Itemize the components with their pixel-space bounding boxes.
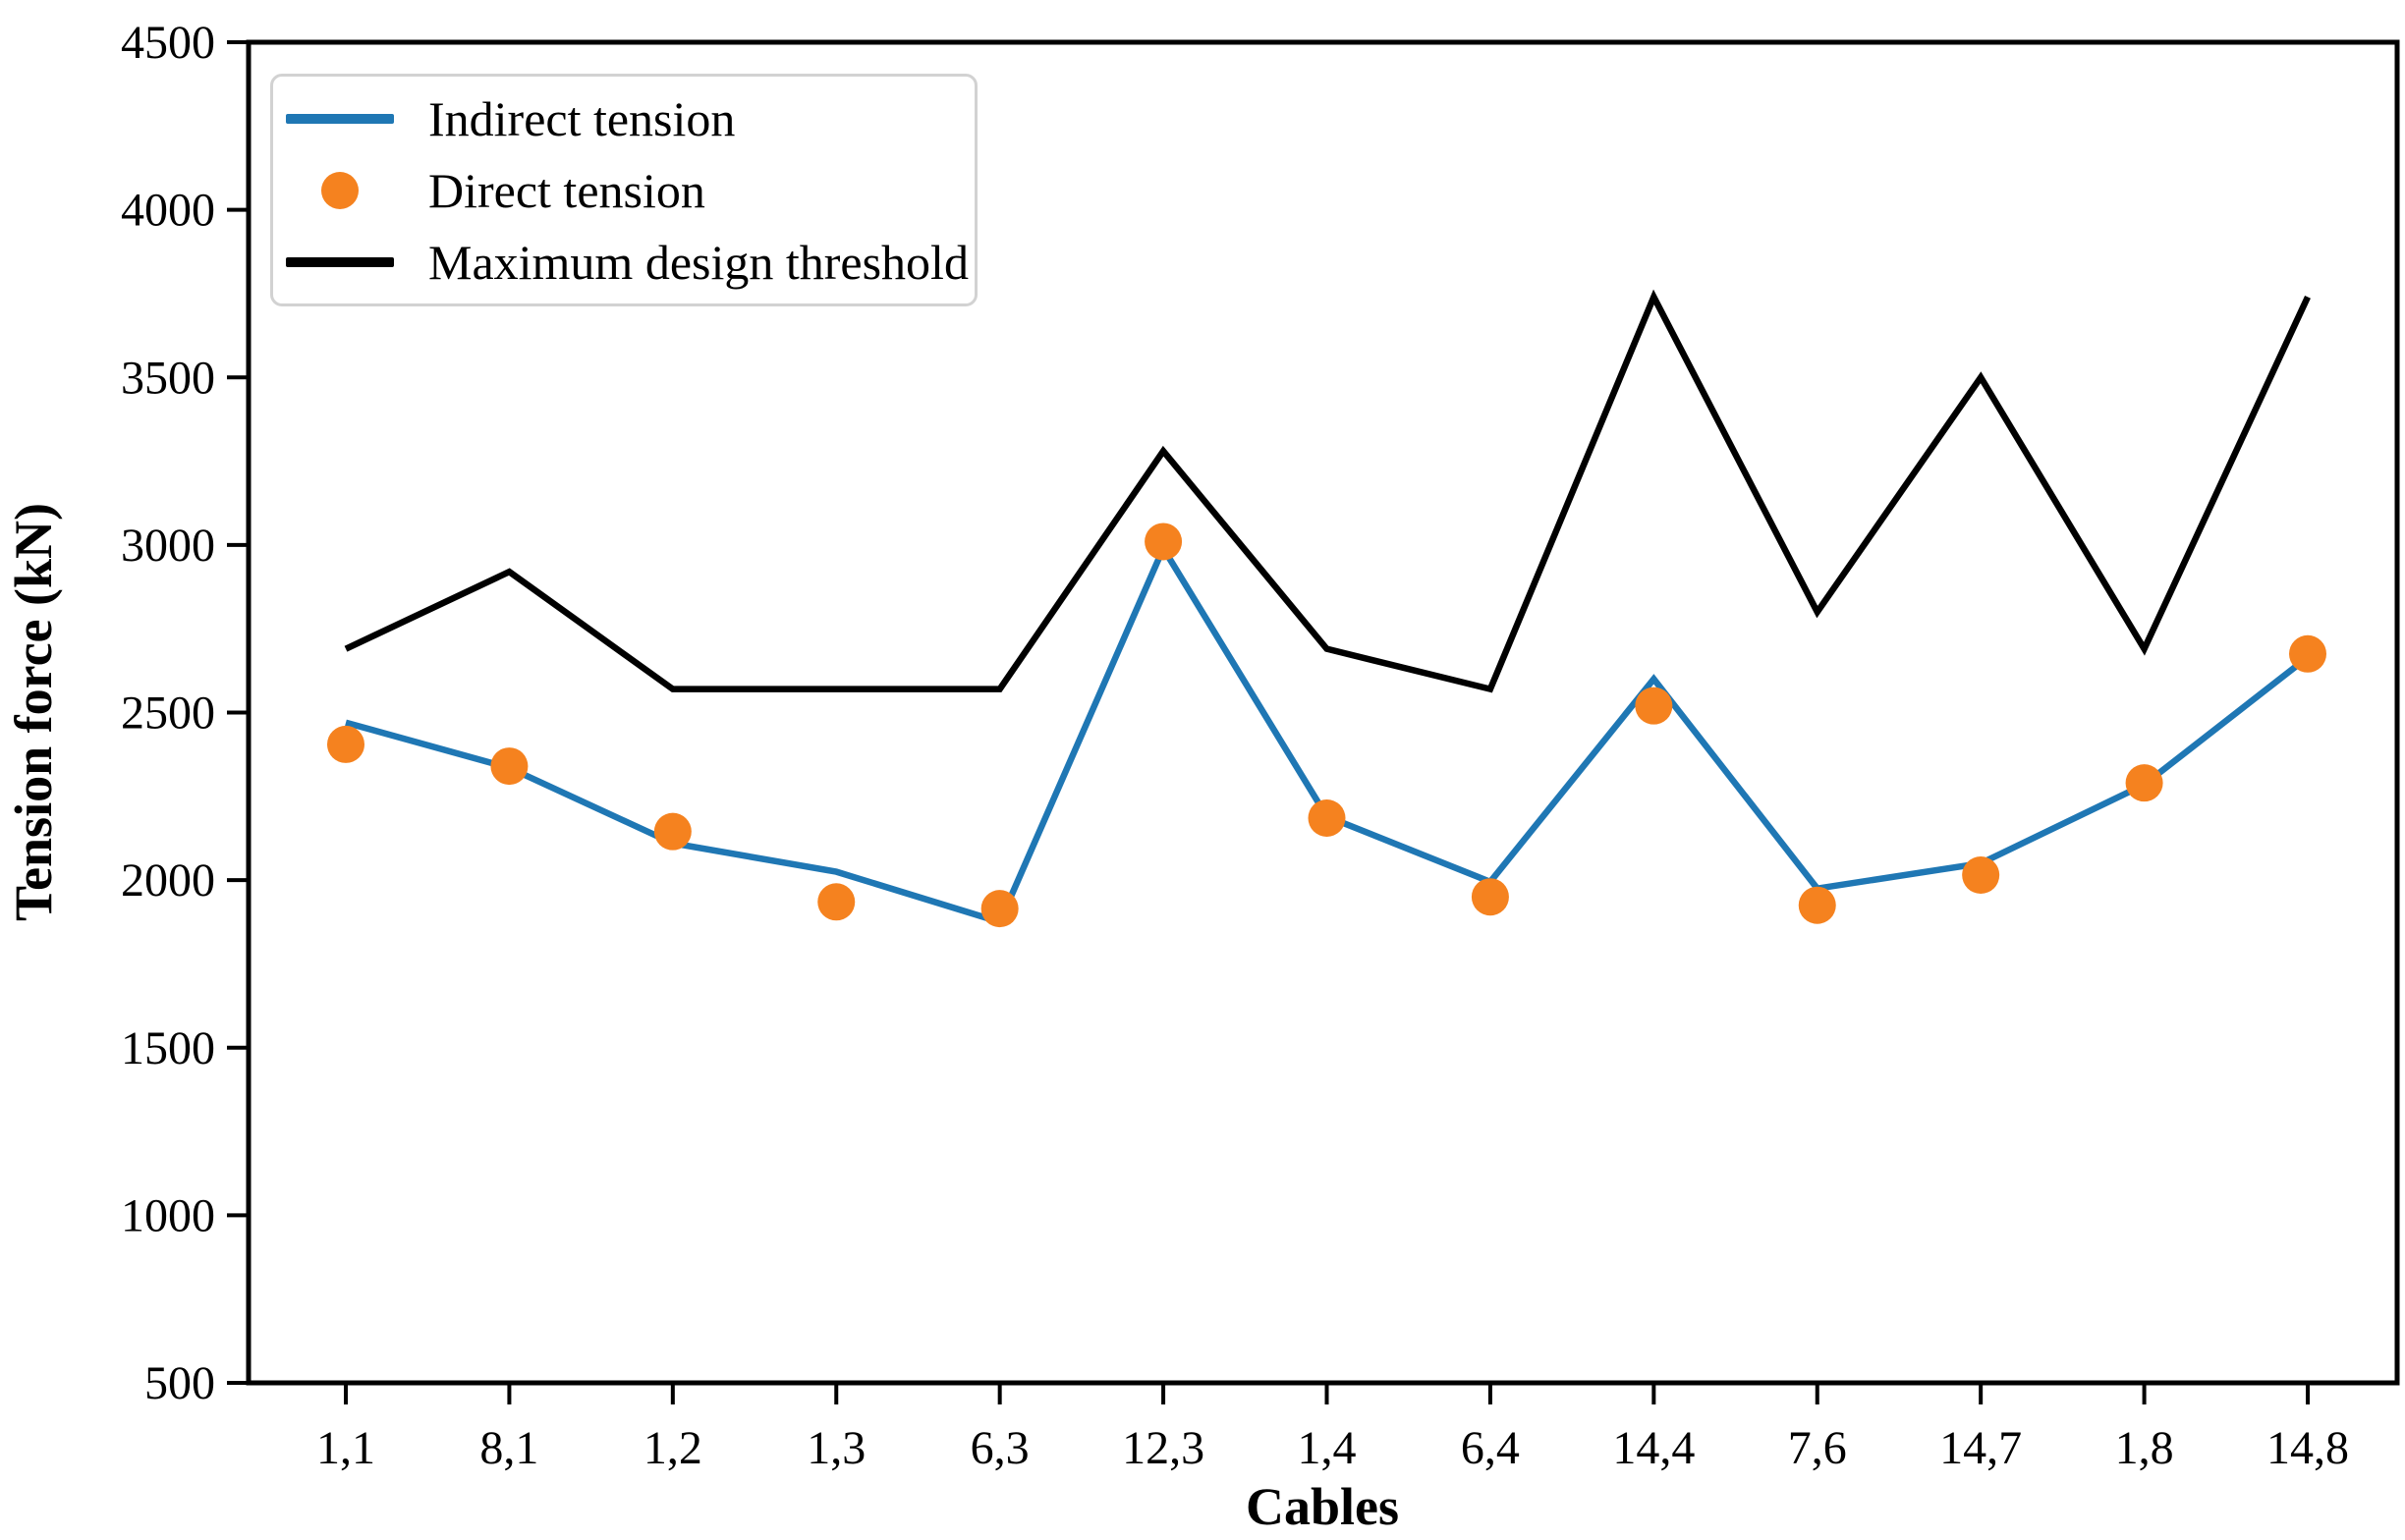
data-point bbox=[2289, 634, 2326, 673]
x-tick-label: 8,1 bbox=[479, 1422, 538, 1474]
x-tick-label: 7,6 bbox=[1788, 1422, 1847, 1474]
y-tick-label: 4000 bbox=[121, 185, 215, 237]
data-point bbox=[1635, 687, 1673, 725]
legend-item-indirect-tension: Indirect tension bbox=[286, 82, 965, 154]
legend-line-swatch-threshold bbox=[286, 256, 394, 267]
x-tick-label: 1,1 bbox=[316, 1422, 375, 1474]
data-point bbox=[817, 883, 856, 921]
x-tick-label: 1,3 bbox=[807, 1422, 866, 1474]
data-point bbox=[1798, 886, 1836, 924]
data-point bbox=[1962, 856, 2000, 895]
x-axis-title: Cables bbox=[1246, 1477, 1399, 1536]
legend-label: Indirect tension bbox=[428, 90, 736, 146]
y-tick-label: 1500 bbox=[121, 1022, 215, 1074]
x-tick-label: 1,4 bbox=[1298, 1422, 1357, 1474]
data-point bbox=[1145, 522, 1183, 561]
legend-label: Direct tension bbox=[428, 162, 705, 218]
legend-item-max-design-threshold: Maximum design threshold bbox=[286, 226, 969, 298]
series-line-indirect-tension bbox=[345, 541, 2310, 926]
y-tick-label: 500 bbox=[144, 1357, 215, 1409]
plot-area: 500 1000 1500 2000 2500 3000 3500 4000 4500 1,1 8,… bbox=[121, 17, 2400, 1474]
y-tick-label: 2000 bbox=[121, 854, 215, 907]
y-tick-label: 1000 bbox=[121, 1189, 215, 1241]
x-tick-label: 14,7 bbox=[1939, 1422, 2022, 1474]
data-point bbox=[1308, 798, 1346, 837]
data-point bbox=[490, 747, 529, 786]
y-tick-label: 3500 bbox=[121, 352, 215, 404]
data-point bbox=[1471, 878, 1509, 916]
x-tick-label: 1,2 bbox=[643, 1422, 702, 1474]
legend-item-direct-tension: Direct tension bbox=[286, 154, 965, 226]
legend-dot-swatch-direct bbox=[286, 171, 394, 209]
x-tick-label: 14,4 bbox=[1612, 1422, 1695, 1474]
x-tick-label: 6,4 bbox=[1461, 1422, 1520, 1474]
data-point bbox=[980, 890, 1019, 928]
legend: Indirect tension Direct tension Maximum … bbox=[270, 74, 978, 306]
y-tick-label: 4500 bbox=[121, 17, 215, 69]
y-axis-title: Tension force (kN) bbox=[4, 503, 63, 921]
x-tick-label: 12,3 bbox=[1122, 1422, 1204, 1474]
series-line-maximum-design-threshold bbox=[344, 289, 2311, 693]
data-point bbox=[327, 725, 364, 763]
data-point bbox=[2125, 764, 2163, 802]
data-point bbox=[653, 812, 692, 851]
y-tick-label: 2500 bbox=[121, 688, 215, 740]
y-tick-label: 3000 bbox=[121, 520, 215, 572]
x-tick-label: 1,8 bbox=[2115, 1422, 2174, 1474]
x-tick-label: 6,3 bbox=[971, 1422, 1030, 1474]
legend-line-swatch-indirect bbox=[286, 113, 394, 124]
legend-label: Maximum design threshold bbox=[428, 234, 969, 290]
x-tick-label: 14,8 bbox=[2266, 1422, 2349, 1474]
